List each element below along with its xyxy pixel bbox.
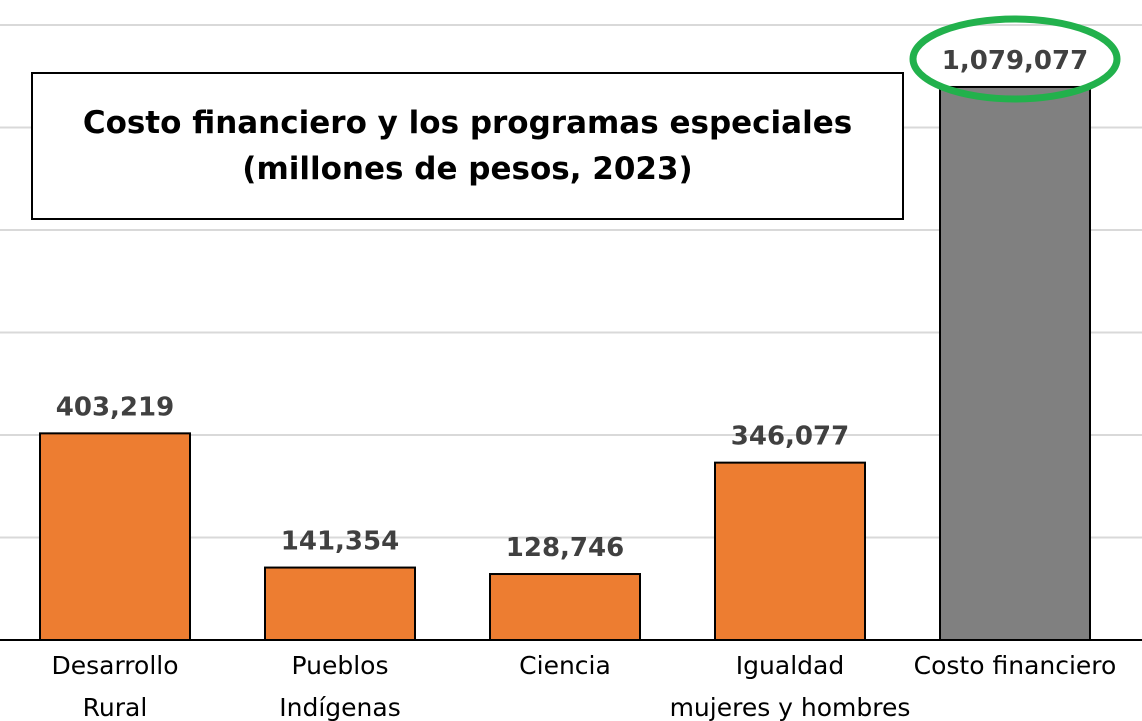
x-tick-label: Costo financiero (914, 651, 1117, 680)
bars (39, 85, 1091, 642)
chart-title-line-2: (millones de pesos, 2023) (242, 151, 693, 187)
x-tick-label: Desarrollo (51, 651, 178, 680)
bar (939, 85, 1091, 642)
data-label: 128,746 (506, 533, 624, 563)
bar (714, 461, 866, 641)
highlight-ellipse (909, 15, 1121, 103)
bar (489, 573, 641, 642)
bar (39, 432, 191, 641)
x-tick-label: Rural (83, 693, 148, 721)
x-tick-label: Pueblos (292, 651, 389, 680)
chart-title-line-1: Costo financiero y los programas especia… (82, 105, 853, 141)
x-tick-label: Igualdad (736, 651, 844, 680)
data-label: 141,354 (281, 527, 399, 557)
x-tick-label: mujeres y hombres (670, 693, 911, 721)
data-label: 1,079,077 (942, 46, 1088, 76)
x-tick-label: Ciencia (519, 651, 611, 680)
bar (264, 566, 416, 642)
data-label: 346,077 (731, 422, 849, 452)
data-label: 403,219 (56, 392, 174, 422)
chart-title-box: Costo financiero y los programas especia… (31, 72, 904, 220)
data-labels: 403,219 141,354 128,746 346,077 1,079,077 (56, 46, 1088, 563)
x-tick-labels: Desarrollo Rural Pueblos Indígenas Ciencia Ig… (51, 651, 1116, 721)
x-tick-label: Indígenas (279, 693, 400, 721)
